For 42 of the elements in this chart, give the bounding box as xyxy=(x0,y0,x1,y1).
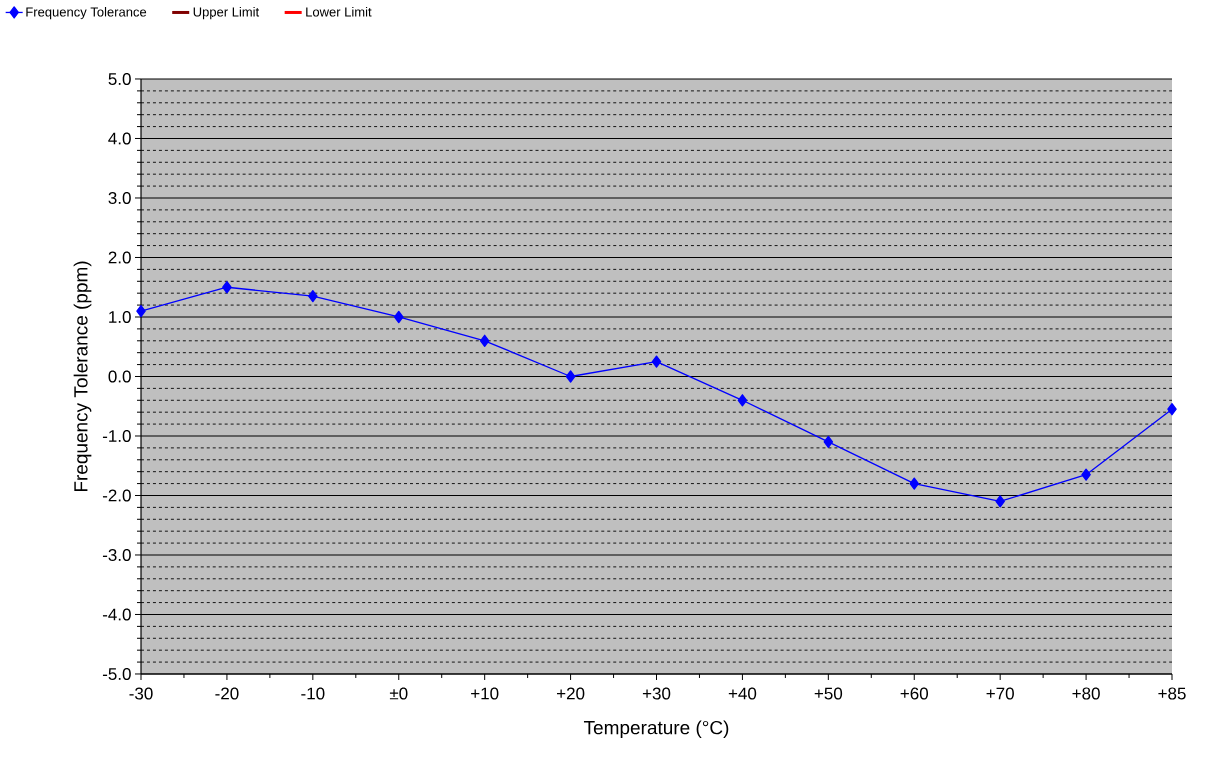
point xyxy=(995,495,1005,508)
y-tick-label: 5.0 xyxy=(108,72,131,86)
point xyxy=(308,290,318,303)
y-tick-label: 4.0 xyxy=(108,132,131,145)
legend-label: Lower Limit xyxy=(306,7,372,17)
point xyxy=(136,304,146,318)
y-tick-label: -3.0 xyxy=(102,548,131,562)
legend-label: Upper Limit xyxy=(193,7,260,20)
point xyxy=(565,370,576,383)
x-tick-label: +80 xyxy=(1072,687,1100,700)
x-tick-label: +40 xyxy=(728,687,757,700)
point xyxy=(393,310,404,324)
x-tick-label: -30 xyxy=(129,687,153,700)
point xyxy=(1081,468,1091,481)
x-axis-title: Temperature (°C) xyxy=(583,720,729,739)
x-tick-label: -20 xyxy=(215,687,239,700)
x-tick-label: +10 xyxy=(471,687,499,700)
legend-label: Frequency Tolerance xyxy=(26,7,147,20)
point xyxy=(651,355,662,368)
y-tick-label: -1.0 xyxy=(102,429,131,443)
point xyxy=(1167,403,1177,416)
y-axis-title: Frequency Tolerance (ppm) xyxy=(73,261,92,492)
x-tick-label: +70 xyxy=(986,687,1014,700)
y-tick-label: 2.0 xyxy=(108,251,131,264)
y-tick-label: -4.0 xyxy=(102,608,131,621)
point xyxy=(909,477,920,490)
x-tick-label: +60 xyxy=(900,687,929,700)
x-tick-label: -10 xyxy=(301,687,325,700)
y-tick-label: 0.0 xyxy=(108,370,131,383)
x-tick-label: ±0 xyxy=(389,687,408,700)
y-tick-label: 1.0 xyxy=(109,310,131,324)
y-tick-label: -2.0 xyxy=(102,489,131,502)
point xyxy=(222,281,232,294)
x-tick-label: +50 xyxy=(814,687,843,700)
x-tick-label: +30 xyxy=(642,687,671,700)
x-tick-label: +85 xyxy=(1158,687,1186,700)
point xyxy=(823,435,834,449)
y-tick-label: -5.0 xyxy=(102,667,131,681)
y-tick-label: 3.0 xyxy=(108,191,131,205)
x-tick-label: +20 xyxy=(557,687,585,700)
point xyxy=(479,334,490,347)
point xyxy=(737,394,748,407)
